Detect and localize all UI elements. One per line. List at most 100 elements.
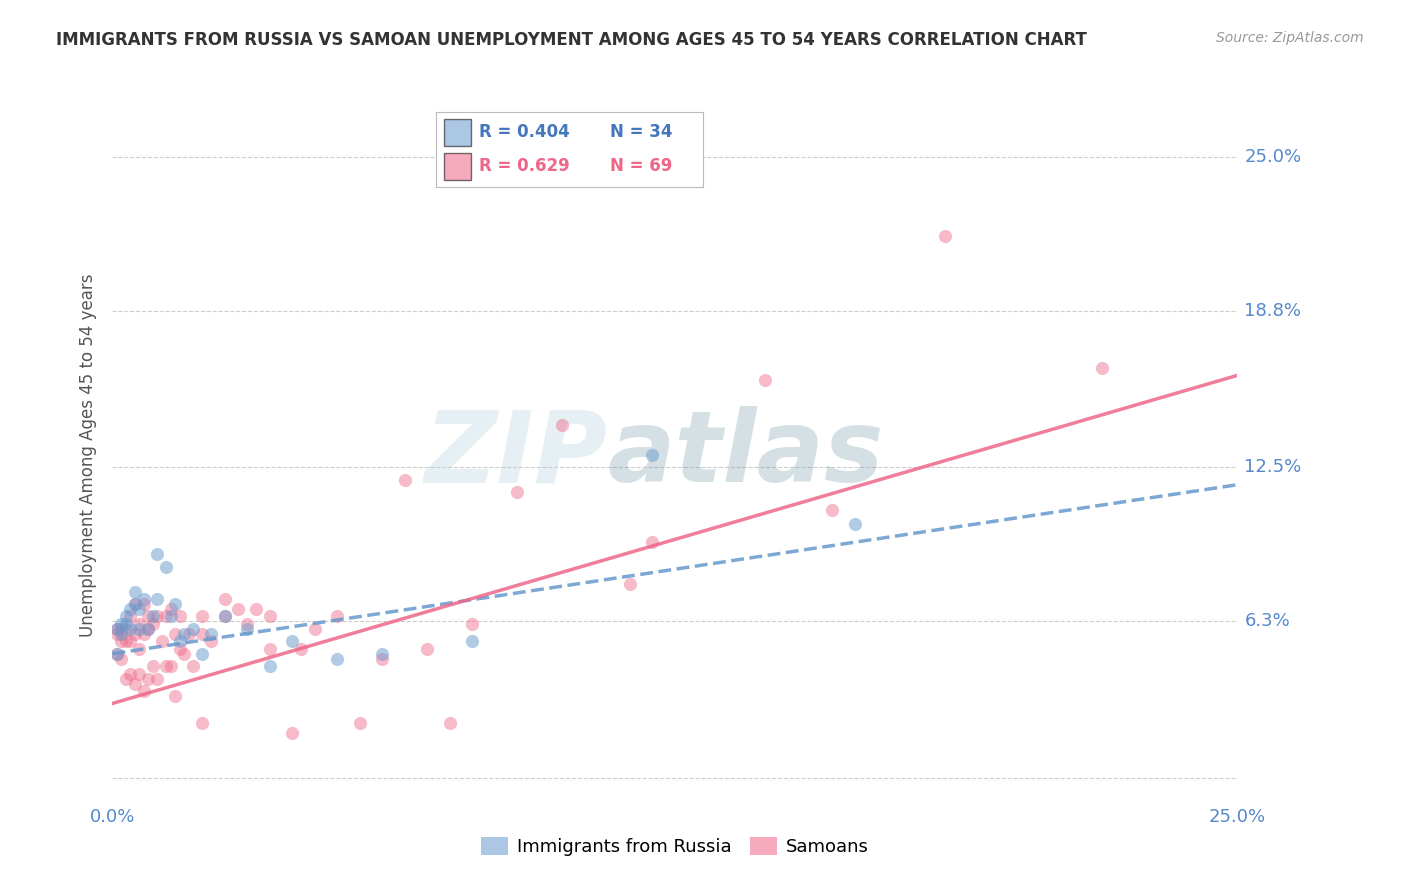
Point — [132, 592, 155, 607]
Point — [105, 647, 128, 661]
Point — [138, 622, 160, 636]
Point — [326, 609, 349, 624]
Point — [165, 627, 187, 641]
Y-axis label: Unemployment Among Ages 45 to 54 years: Unemployment Among Ages 45 to 54 years — [79, 273, 97, 637]
Point — [120, 622, 142, 636]
Text: R = 0.629: R = 0.629 — [478, 157, 569, 175]
Point — [236, 622, 259, 636]
Point — [124, 676, 146, 690]
Point — [551, 418, 574, 433]
Point — [191, 716, 214, 731]
Point — [155, 559, 177, 574]
Point — [619, 577, 641, 591]
Text: IMMIGRANTS FROM RUSSIA VS SAMOAN UNEMPLOYMENT AMONG AGES 45 TO 54 YEARS CORRELAT: IMMIGRANTS FROM RUSSIA VS SAMOAN UNEMPLO… — [56, 31, 1087, 49]
Point — [245, 602, 267, 616]
Point — [183, 659, 205, 673]
Point — [160, 659, 183, 673]
Point — [371, 647, 394, 661]
Point — [142, 616, 165, 631]
Point — [138, 609, 160, 624]
Point — [124, 597, 146, 611]
Point — [155, 609, 177, 624]
Point — [120, 666, 142, 681]
Point — [110, 634, 132, 648]
Point — [110, 627, 132, 641]
Text: 6.3%: 6.3% — [1244, 613, 1291, 631]
Point — [124, 627, 146, 641]
Point — [173, 627, 195, 641]
Text: 12.5%: 12.5% — [1244, 458, 1302, 476]
Point — [105, 622, 128, 636]
Point — [200, 634, 222, 648]
Point — [461, 634, 484, 648]
FancyBboxPatch shape — [444, 153, 471, 179]
Point — [169, 609, 191, 624]
Point — [461, 616, 484, 631]
Point — [191, 647, 214, 661]
Point — [124, 584, 146, 599]
Point — [132, 597, 155, 611]
Point — [214, 609, 236, 624]
Point — [160, 609, 183, 624]
Point — [105, 647, 128, 661]
Point — [259, 641, 281, 656]
Point — [110, 651, 132, 665]
Point — [169, 641, 191, 656]
Text: atlas: atlas — [607, 407, 884, 503]
Point — [228, 602, 250, 616]
Point — [394, 473, 416, 487]
Point — [155, 659, 177, 673]
Point — [173, 647, 195, 661]
Point — [641, 534, 664, 549]
Point — [120, 609, 142, 624]
Point — [115, 672, 138, 686]
Point — [236, 616, 259, 631]
Point — [349, 716, 371, 731]
Point — [115, 616, 138, 631]
Point — [128, 666, 150, 681]
Point — [416, 641, 439, 656]
Point — [821, 502, 844, 516]
Text: 25.0%: 25.0% — [1244, 148, 1302, 166]
Point — [200, 627, 222, 641]
Point — [183, 622, 205, 636]
Point — [120, 634, 142, 648]
Point — [641, 448, 664, 462]
Point — [128, 602, 150, 616]
Point — [844, 517, 866, 532]
Point — [214, 609, 236, 624]
FancyBboxPatch shape — [444, 119, 471, 145]
Point — [165, 689, 187, 703]
Point — [138, 622, 160, 636]
Point — [281, 634, 304, 648]
Point — [150, 634, 173, 648]
Text: R = 0.404: R = 0.404 — [478, 123, 569, 141]
Text: N = 69: N = 69 — [610, 157, 672, 175]
Point — [115, 622, 138, 636]
Point — [1091, 361, 1114, 376]
Point — [169, 634, 191, 648]
Text: ZIP: ZIP — [425, 407, 607, 503]
Point — [146, 592, 169, 607]
Point — [128, 622, 150, 636]
Point — [105, 627, 128, 641]
Point — [115, 634, 138, 648]
Point — [142, 609, 165, 624]
Point — [115, 609, 138, 624]
Text: N = 34: N = 34 — [610, 123, 672, 141]
Point — [132, 627, 155, 641]
Point — [105, 622, 128, 636]
Point — [120, 602, 142, 616]
Point — [281, 726, 304, 740]
Point — [506, 485, 529, 500]
Point — [934, 229, 956, 244]
Point — [110, 616, 132, 631]
Text: 18.8%: 18.8% — [1244, 301, 1302, 320]
Point — [371, 651, 394, 665]
Point — [138, 672, 160, 686]
Point — [259, 609, 281, 624]
Point — [160, 602, 183, 616]
Point — [439, 716, 461, 731]
Point — [128, 641, 150, 656]
Point — [754, 373, 776, 387]
